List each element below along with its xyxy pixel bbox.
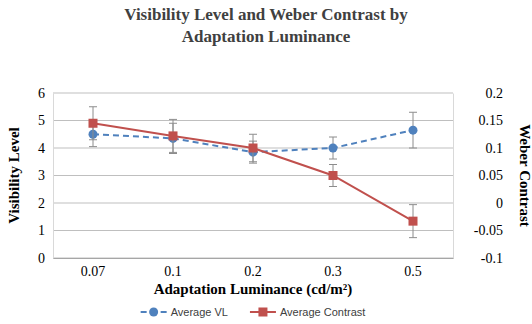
data-point: [409, 126, 418, 135]
plot-area: [89, 107, 418, 238]
tick: 0: [453, 196, 503, 211]
error-bar: [249, 134, 257, 162]
tick: 0.1: [164, 258, 182, 279]
grid: [53, 93, 453, 258]
tick: 5: [38, 113, 53, 128]
tick-label: 0.2: [486, 86, 504, 101]
data-point: [169, 131, 178, 140]
tick-label: 3: [38, 168, 45, 183]
tick: 0.15: [453, 113, 503, 128]
tick-label: 0.3: [324, 264, 342, 279]
tick: 0.1: [453, 141, 503, 156]
tick: 6: [38, 86, 53, 101]
chart: Visibility Level and Weber Contrast byAd…: [0, 0, 532, 324]
tick-label: -0.05: [474, 223, 503, 238]
grid-line: [53, 120, 453, 121]
tick-label: 0.05: [479, 168, 504, 183]
legend-item: Average VL: [141, 306, 228, 318]
tick-label: 2: [38, 196, 45, 211]
grid-line: [53, 230, 453, 231]
data-point: [89, 119, 98, 128]
legend-marker: [258, 308, 267, 317]
tick-label: 4: [38, 141, 45, 156]
tick-label: 0: [38, 251, 45, 266]
tick: 4: [38, 141, 53, 156]
y-axis-title: Visibility Level: [6, 127, 22, 224]
legend-label: Average VL: [171, 306, 228, 318]
y-axis: 0 1 2 3 4 5 6: [38, 86, 54, 266]
series: [89, 112, 418, 163]
legend-item: Average Contrast: [250, 306, 365, 318]
tick: 2: [38, 196, 53, 211]
y-axis-line: [53, 94, 54, 259]
series: [89, 107, 418, 238]
error-bar: [409, 205, 417, 238]
y2-axis: -0.1 -0.05 0 0.05 0.1 0.15 0.2: [453, 86, 503, 266]
tick: -0.1: [453, 251, 503, 266]
legend-marker: [149, 308, 158, 317]
legend: Average VL Average Contrast: [141, 306, 366, 318]
x-axis-title: Adaptation Luminance (cd/m²): [154, 281, 353, 298]
data-point: [249, 144, 258, 153]
title: Visibility Level and Weber Contrast byAd…: [124, 5, 408, 46]
error-bar: [169, 119, 177, 152]
grid-line: [53, 93, 453, 94]
tick: 0.3: [324, 258, 342, 279]
grid-line: [53, 175, 453, 176]
tick-label: 1: [38, 223, 45, 238]
tick-label: 0.5: [404, 264, 422, 279]
tick-label: 0.2: [244, 264, 262, 279]
tick: 3: [38, 168, 53, 183]
y2-axis-line: [453, 94, 454, 259]
tick-label: -0.1: [481, 251, 503, 266]
tick-label: 6: [38, 86, 45, 101]
x-axis: 0.07 0.1 0.2 0.3 0.5: [54, 258, 454, 279]
data-point: [329, 144, 338, 153]
data-point: [409, 217, 418, 226]
tick: 1: [38, 223, 53, 238]
error-bar: [329, 165, 337, 187]
legend-label: Average Contrast: [280, 306, 365, 318]
tick-label: 0.1: [164, 264, 182, 279]
tick: 0.05: [453, 168, 503, 183]
x-axis-line: [54, 258, 454, 259]
tick-label: 0.07: [81, 264, 106, 279]
tick: 0.5: [404, 258, 422, 279]
tick: 0.2: [244, 258, 262, 279]
tick: 0: [38, 251, 53, 266]
tick-label: 0: [496, 196, 503, 211]
tick: 0.07: [81, 258, 106, 279]
error-bar: [329, 137, 337, 159]
tick: -0.05: [453, 223, 503, 238]
tick-label: 0.15: [479, 113, 504, 128]
grid-line: [53, 203, 453, 204]
grid-line: [53, 258, 453, 259]
data-point: [329, 171, 338, 180]
error-bar: [89, 107, 97, 140]
error-bar: [409, 112, 417, 148]
tick-label: 0.1: [486, 141, 504, 156]
series-line: [93, 123, 413, 221]
y2-axis-title: Weber Contrast: [517, 124, 532, 227]
tick-label: 5: [38, 113, 45, 128]
tick: 0.2: [453, 86, 503, 101]
